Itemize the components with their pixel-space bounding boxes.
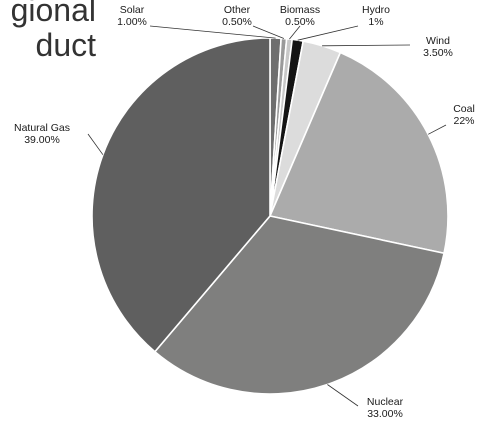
slice-value-label-natural-gas: 39.00% — [24, 134, 60, 146]
slice-value-label-other: 0.50% — [222, 16, 252, 28]
slice-labels: Solar1.00%Other0.50%Biomass0.50%Hydro1%W… — [14, 4, 475, 420]
slice-value-label-solar: 1.00% — [117, 16, 147, 28]
slice-label-coal: Coal — [453, 103, 475, 115]
chart-title-line-1: gional — [10, 0, 96, 28]
leader-line-hydro — [297, 25, 359, 41]
slice-label-natural-gas: Natural Gas — [14, 122, 70, 134]
slice-value-label-nuclear: 33.00% — [367, 408, 403, 420]
slice-label-wind: Wind — [426, 35, 450, 47]
slice-value-label-coal: 22% — [453, 115, 474, 127]
leader-line-coal — [428, 124, 447, 135]
leader-line-nuclear — [327, 384, 359, 407]
pie-slices — [91, 37, 449, 395]
pie-slice-nuclear — [154, 215, 445, 395]
slice-label-nuclear: Nuclear — [367, 396, 404, 408]
slice-label-other: Other — [224, 4, 251, 16]
leader-line-natural-gas — [87, 133, 104, 155]
slice-label-hydro: Hydro — [362, 4, 390, 16]
leader-line-solar — [149, 25, 276, 39]
chart-title: gional duct — [0, 0, 96, 63]
leader-line-other — [252, 25, 285, 39]
slice-value-label-wind: 3.50% — [423, 47, 453, 59]
pie-slice-coal — [269, 51, 449, 255]
slice-value-label-hydro: 1% — [368, 16, 383, 28]
leader-lines — [87, 25, 447, 407]
leader-line-wind — [322, 44, 411, 47]
slice-value-label-biomass: 0.50% — [285, 16, 315, 28]
chart-title-line-2: duct — [35, 27, 96, 63]
slice-label-solar: Solar — [120, 4, 145, 16]
leader-line-biomass — [289, 25, 301, 40]
slice-label-biomass: Biomass — [280, 4, 320, 16]
